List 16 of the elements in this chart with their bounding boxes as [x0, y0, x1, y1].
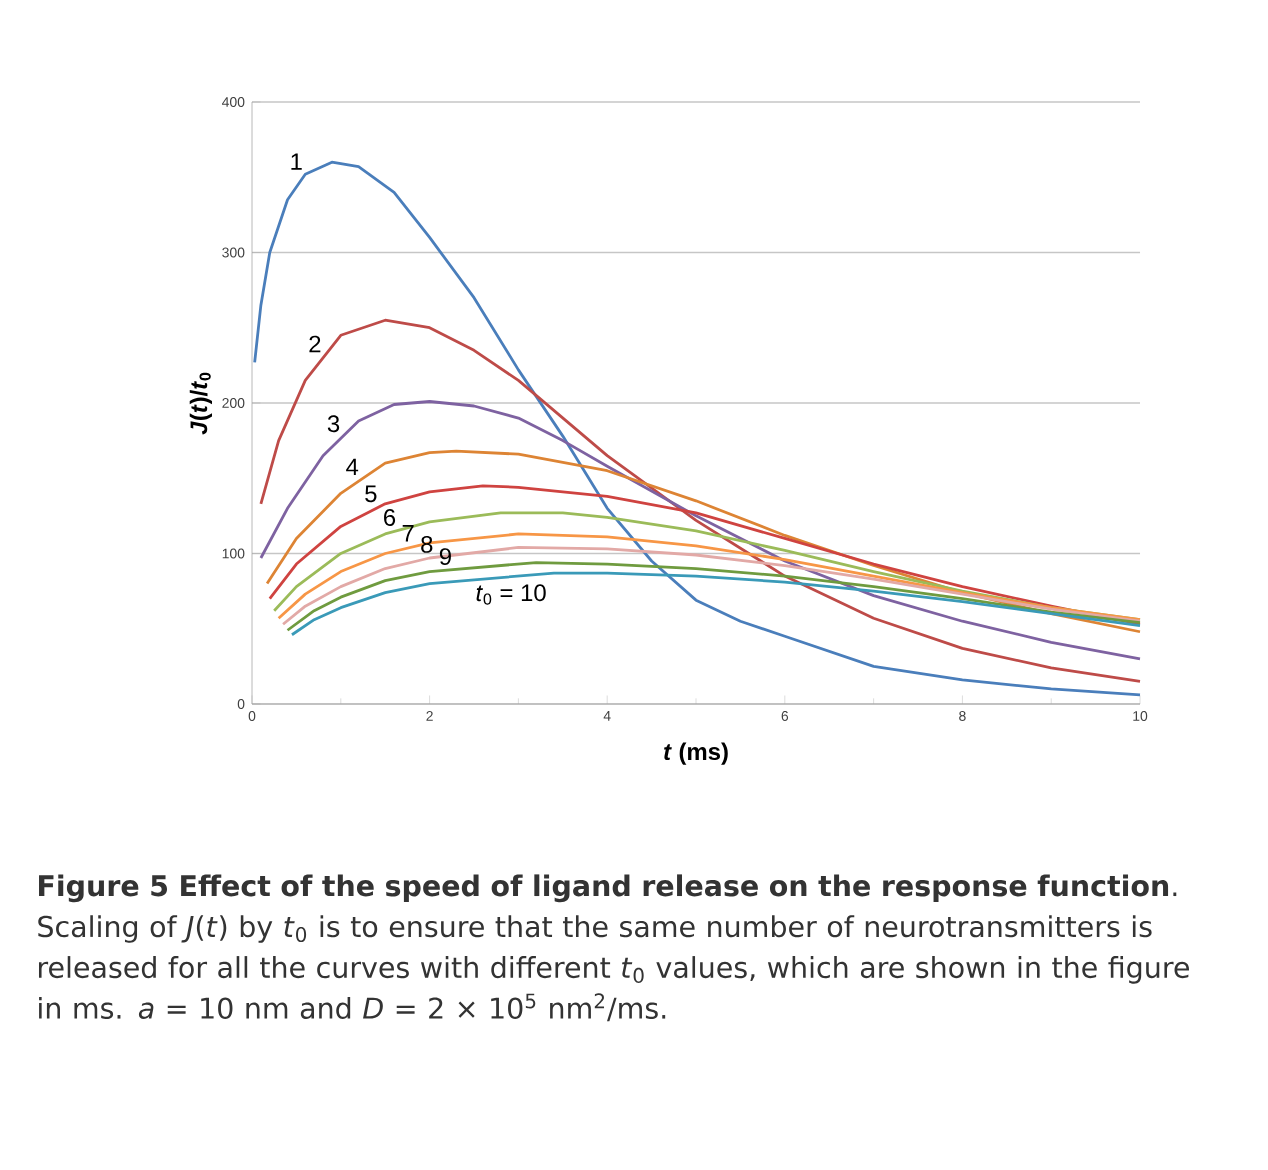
- series-label: 3: [327, 415, 340, 433]
- series-label: 5: [365, 485, 377, 503]
- line-series: [259, 400, 1142, 661]
- line-series: [265, 449, 1142, 634]
- series-label: 6: [384, 509, 396, 526]
- series-label: 9: [439, 548, 451, 566]
- x-axis-title: t (ms): [664, 742, 728, 765]
- series-label: 7: [402, 525, 414, 542]
- series-label: 4: [346, 458, 359, 476]
- y-axis-title: J(t)/t$_{0}$: [189, 372, 212, 435]
- series-label: 1: [291, 153, 302, 170]
- series-label: 2: [309, 335, 321, 353]
- series-label: t$_{0}$ = 10: [476, 584, 546, 605]
- text: Figure 5 Effect of the speed of ligand release on the response function. Scaling ofJ(t) by t$_{0}$ is to ensure that the same number of neurotransmitters is released for all the curves with different t$_{0}$ values, which are shown in the figure in ms. a = 10 nm and D = 2 × 10$^{5}$ nm$^{2}$/ms.: [38, 874, 1189, 1022]
- line-series: [286, 561, 1142, 632]
- line-series: [290, 571, 1142, 637]
